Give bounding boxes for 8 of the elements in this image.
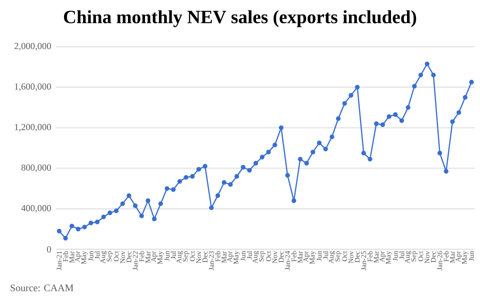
source-note: Source: CAAM	[10, 284, 74, 292]
y-tick-label: 2,000,000	[14, 42, 51, 50]
y-tick-label: 1,600,000	[14, 83, 51, 92]
y-tick-label: 800,000	[21, 164, 51, 172]
chart-title: China monthly NEV sales (exports included)	[64, 10, 416, 28]
y-tick-label: 400,000	[21, 204, 51, 213]
y-tick-label: 1,200,000	[14, 124, 51, 132]
y-tick-label: 0	[47, 246, 51, 252]
